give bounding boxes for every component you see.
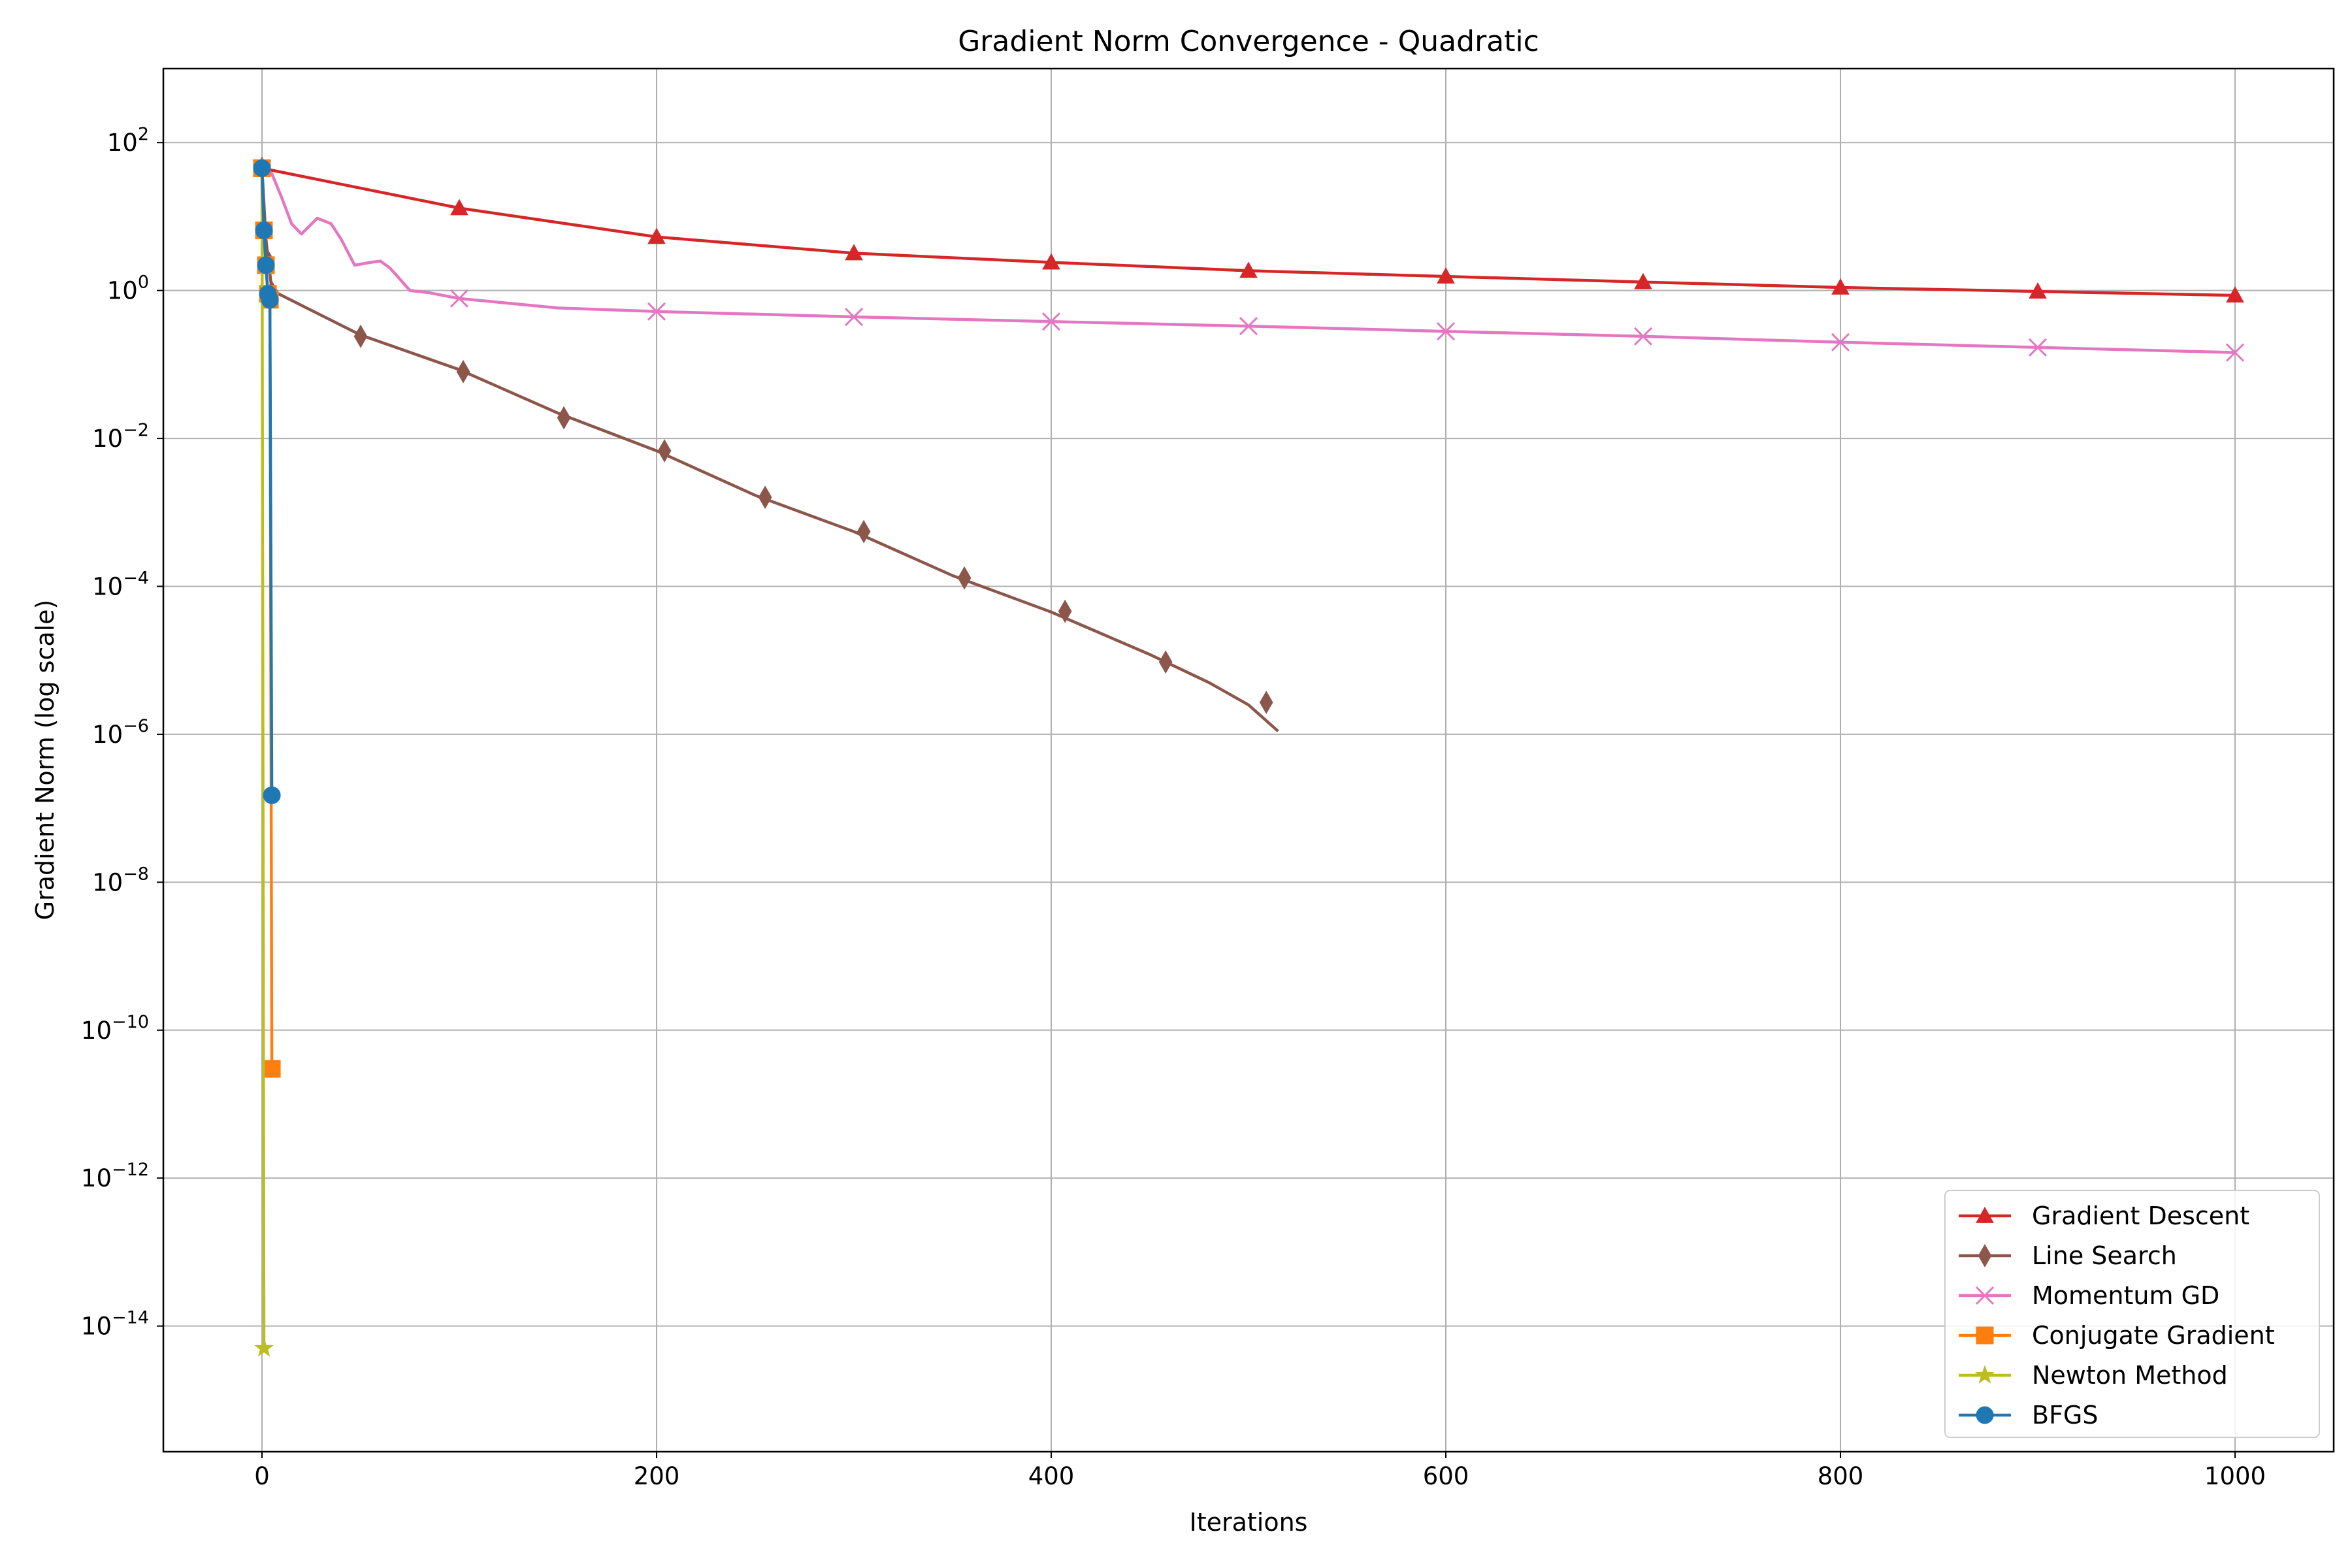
data-point-line-search <box>1058 599 1072 623</box>
y-tick-label: 10−4 <box>92 568 149 601</box>
data-point-line-search <box>1158 650 1173 674</box>
y-tick-label: 10−6 <box>92 716 149 749</box>
data-point-conjugate-gradient <box>263 1060 281 1078</box>
x-tick-label: 600 <box>1423 1462 1469 1490</box>
legend-label-line-search: Line Search <box>2032 1241 2177 1270</box>
data-point-momentum-gd <box>1633 327 1653 346</box>
data-point-momentum-gd <box>449 289 469 308</box>
axis-ticks: 0 200 400 600 800 1000 102 100 10−2 10−4 10−6 10−8 1… <box>81 124 2266 1490</box>
data-point-momentum-gd <box>844 307 864 327</box>
data-point-gradient-descent <box>450 199 468 216</box>
data-point-momentum-gd <box>2028 338 2048 357</box>
series-bfgs <box>253 159 281 804</box>
data-point-gradient-descent <box>647 227 666 244</box>
y-tick-label: 10−8 <box>92 864 149 896</box>
data-point-line-search <box>657 439 672 463</box>
data-point-bfgs <box>261 291 279 309</box>
legend-marker-line-search <box>1978 1244 1992 1267</box>
data-point-gradient-descent <box>2226 286 2244 302</box>
x-tick-label: 1000 <box>2204 1462 2266 1490</box>
y-tick-label: 100 <box>107 272 149 305</box>
legend-box <box>1944 1190 2320 1438</box>
legend-label-momentum-gd: Momentum GD <box>2032 1281 2219 1310</box>
legend-marker-momentum-gd <box>1975 1286 1995 1305</box>
legend-label-gradient-descent: Gradient Descent <box>2032 1201 2249 1230</box>
series-line-newton-method <box>260 168 266 1348</box>
x-tick-label: 800 <box>1818 1462 1864 1490</box>
data-point-bfgs <box>255 221 273 240</box>
legend-entry-bfgs: BFGS <box>1959 1401 2099 1429</box>
series-line-line-search <box>260 168 1279 732</box>
data-point-line-search <box>957 566 972 590</box>
y-tick-label: 10−12 <box>81 1160 149 1192</box>
data-point-newton-method <box>253 1337 274 1357</box>
legend: Gradient Descent Line Search Momentum GD Co… <box>1944 1190 2320 1438</box>
data-point-gradient-descent <box>1634 272 1652 289</box>
data-point-momentum-gd <box>1239 317 1258 336</box>
data-point-gradient-descent <box>845 244 863 261</box>
legend-entry-momentum-gd: Momentum GD <box>1959 1281 2219 1310</box>
plot-series <box>252 156 2245 1357</box>
data-point-line-search <box>557 406 571 430</box>
data-point-bfgs <box>263 786 281 804</box>
legend-entries: Gradient Descent Line Search Momentum GD Co… <box>1959 1201 2275 1429</box>
y-tick-label: 102 <box>107 124 149 157</box>
x-tick-label: 200 <box>634 1462 680 1490</box>
legend-marker-bfgs <box>1976 1406 1994 1424</box>
legend-entry-gradient-descent: Gradient Descent <box>1959 1201 2249 1230</box>
legend-label-bfgs: BFGS <box>2032 1401 2099 1429</box>
x-tick-label: 400 <box>1028 1462 1075 1490</box>
data-point-momentum-gd <box>1436 322 1456 341</box>
data-point-gradient-descent <box>1239 261 1258 278</box>
data-point-bfgs <box>257 256 275 274</box>
data-point-gradient-descent <box>1437 267 1455 284</box>
x-axis-label: Iterations <box>1190 1508 1308 1537</box>
series-gradient-descent <box>253 159 2244 302</box>
y-axis-label: Gradient Norm (log scale) <box>31 600 59 921</box>
chart-title: Gradient Norm Convergence - Quadratic <box>958 25 1539 58</box>
series-line-bfgs <box>260 168 274 796</box>
legend-entry-conjugate-gradient: Conjugate Gradient <box>1959 1321 2275 1350</box>
data-point-line-search <box>353 324 368 348</box>
data-point-line-search <box>1259 691 1273 714</box>
legend-marker-newton-method <box>1974 1365 1995 1384</box>
plot-frame <box>162 67 2335 1453</box>
data-point-line-search <box>456 359 470 384</box>
legend-label-conjugate-gradient: Conjugate Gradient <box>2032 1321 2275 1350</box>
grid-lines <box>163 69 2334 1452</box>
legend-label-newton-method: Newton Method <box>2032 1361 2228 1390</box>
legend-marker-gradient-descent <box>1976 1206 1994 1223</box>
data-point-gradient-descent <box>1042 253 1060 270</box>
data-point-line-search <box>857 519 871 544</box>
legend-entry-line-search: Line Search <box>1959 1241 2177 1270</box>
data-point-gradient-descent <box>2029 282 2047 299</box>
legend-entry-newton-method: Newton Method <box>1959 1361 2228 1390</box>
data-point-momentum-gd <box>1831 333 1850 351</box>
y-tick-label: 10−2 <box>92 420 149 453</box>
data-point-momentum-gd <box>1041 312 1061 331</box>
y-tick-label: 10−10 <box>81 1012 149 1045</box>
data-point-gradient-descent <box>1831 278 1850 295</box>
y-tick-label: 10−14 <box>81 1308 149 1341</box>
data-point-bfgs <box>253 159 271 177</box>
data-point-momentum-gd <box>2225 343 2245 362</box>
data-point-line-search <box>758 485 772 510</box>
data-point-momentum-gd <box>647 302 666 321</box>
x-tick-label: 0 <box>254 1462 270 1490</box>
legend-marker-conjugate-gradient <box>1976 1326 1994 1345</box>
